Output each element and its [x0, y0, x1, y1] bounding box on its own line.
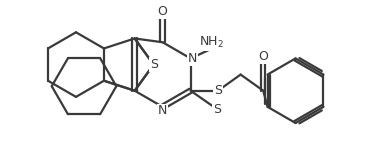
- Text: N: N: [158, 104, 167, 117]
- Text: O: O: [258, 50, 268, 63]
- Text: S: S: [213, 103, 221, 116]
- Text: N: N: [187, 52, 197, 65]
- Text: NH$_2$: NH$_2$: [199, 35, 224, 50]
- Text: S: S: [214, 84, 222, 97]
- Text: S: S: [150, 58, 158, 71]
- Text: O: O: [158, 5, 167, 18]
